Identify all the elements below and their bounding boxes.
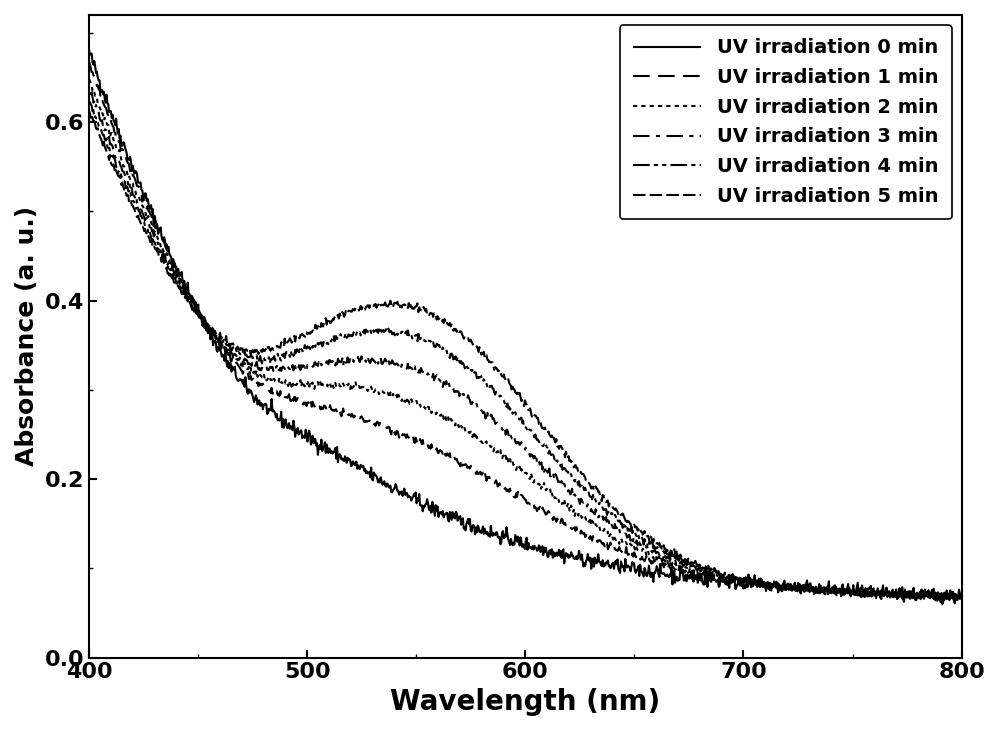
X-axis label: Wavelength (nm): Wavelength (nm) [390,688,660,716]
UV irradiation 2 min [956,592,968,601]
Line: UV irradiation 0 min: UV irradiation 0 min [89,50,962,604]
UV irradiation 0 min [172,268,184,277]
Line: UV irradiation 1 min: UV irradiation 1 min [89,61,962,601]
UV irradiation 0 min [83,45,95,54]
UV irradiation 1 min [436,447,448,455]
UV irradiation 1 min [931,596,943,605]
UV irradiation 2 min [467,428,479,436]
UV irradiation 1 min [83,57,95,66]
UV irradiation 3 min [83,88,95,96]
Line: UV irradiation 2 min: UV irradiation 2 min [89,79,962,600]
UV irradiation 5 min [436,317,448,325]
UV irradiation 3 min [779,582,791,591]
UV irradiation 5 min [83,107,95,115]
UV irradiation 5 min [172,282,184,291]
UV irradiation 5 min [467,341,479,349]
UV irradiation 1 min [779,584,791,593]
UV irradiation 3 min [436,377,448,386]
Line: UV irradiation 5 min: UV irradiation 5 min [89,111,962,600]
UV irradiation 3 min [467,398,479,407]
UV irradiation 5 min [763,578,775,587]
UV irradiation 4 min [763,586,775,594]
UV irradiation 4 min [682,560,694,569]
UV irradiation 4 min [83,97,95,106]
UV irradiation 5 min [682,554,694,563]
UV irradiation 1 min [682,568,694,577]
UV irradiation 0 min [763,579,775,588]
UV irradiation 2 min [83,75,95,83]
UV irradiation 0 min [467,520,479,529]
UV irradiation 4 min [948,596,960,605]
UV irradiation 0 min [956,590,968,599]
UV irradiation 4 min [779,586,791,594]
UV irradiation 2 min [763,580,775,588]
Y-axis label: Absorbance (a. u.): Absorbance (a. u.) [15,206,39,466]
UV irradiation 3 min [953,596,965,605]
Line: UV irradiation 4 min: UV irradiation 4 min [89,102,962,600]
UV irradiation 0 min [936,599,948,608]
UV irradiation 2 min [910,596,922,605]
UV irradiation 1 min [172,265,184,273]
UV irradiation 3 min [172,273,184,282]
UV irradiation 2 min [172,274,184,283]
UV irradiation 1 min [467,464,479,473]
UV irradiation 2 min [779,586,791,594]
UV irradiation 2 min [682,564,694,572]
Legend: UV irradiation 0 min, UV irradiation 1 min, UV irradiation 2 min, UV irradiation: UV irradiation 0 min, UV irradiation 1 m… [620,25,952,219]
UV irradiation 2 min [436,409,448,417]
UV irradiation 3 min [682,557,694,566]
UV irradiation 3 min [763,580,775,589]
UV irradiation 4 min [467,370,479,379]
UV irradiation 3 min [956,591,968,600]
UV irradiation 1 min [763,582,775,591]
UV irradiation 0 min [436,510,448,519]
UV irradiation 1 min [956,594,968,602]
UV irradiation 5 min [933,596,945,605]
UV irradiation 4 min [172,277,184,286]
UV irradiation 5 min [779,583,791,591]
UV irradiation 5 min [956,594,968,603]
UV irradiation 0 min [779,580,791,589]
UV irradiation 4 min [956,594,968,602]
UV irradiation 4 min [436,344,448,353]
UV irradiation 0 min [682,574,694,583]
Line: UV irradiation 3 min: UV irradiation 3 min [89,92,962,600]
